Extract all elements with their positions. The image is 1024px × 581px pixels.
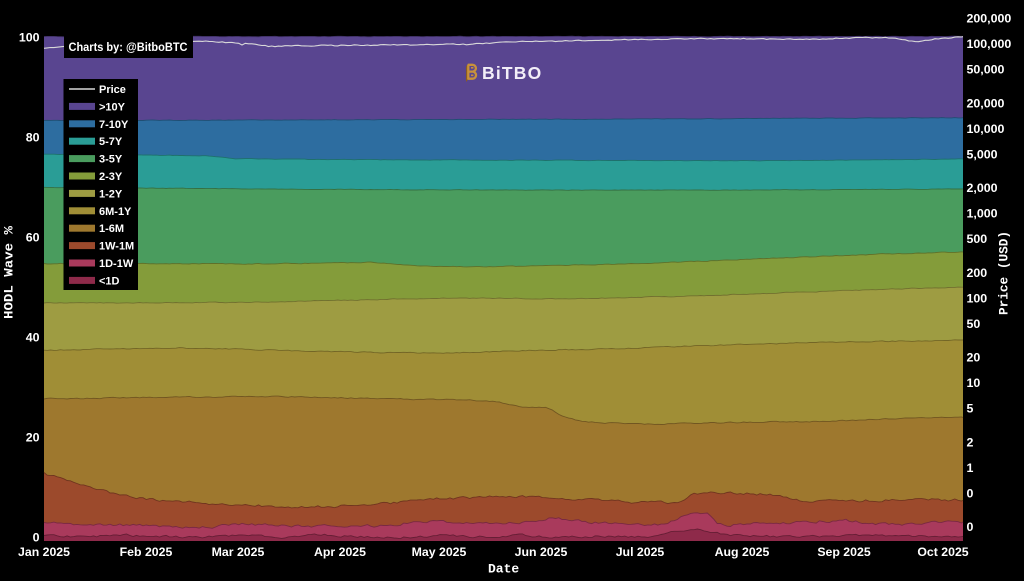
svg-text:10: 10 [967,376,981,390]
svg-text:200: 200 [967,266,988,280]
svg-text:1: 1 [967,461,974,475]
svg-text:Price (USD): Price (USD) [998,231,1012,315]
svg-text:20: 20 [26,430,40,444]
svg-text:0: 0 [33,530,40,544]
svg-text:1-6M: 1-6M [99,223,124,235]
svg-text:May 2025: May 2025 [412,545,467,559]
svg-text:<1D: <1D [99,275,120,287]
svg-text:40: 40 [26,330,40,344]
svg-text:Jun 2025: Jun 2025 [515,545,568,559]
svg-text:Mar 2025: Mar 2025 [212,545,265,559]
svg-text:Apr 2025: Apr 2025 [314,545,366,559]
svg-text:Charts by: @BitboBTC: Charts by: @BitboBTC [69,40,188,54]
svg-text:Jan 2025: Jan 2025 [18,545,70,559]
svg-text:2,000: 2,000 [967,181,998,195]
svg-text:80: 80 [26,130,40,144]
svg-text:>10Y: >10Y [99,101,126,113]
svg-text:Feb 2025: Feb 2025 [120,545,173,559]
svg-text:100,000: 100,000 [967,37,1012,51]
svg-text:20,000: 20,000 [967,96,1005,110]
svg-text:6M-1Y: 6M-1Y [99,206,132,218]
svg-text:50: 50 [967,317,981,331]
svg-text:5: 5 [967,402,974,416]
svg-text:1D-1W: 1D-1W [99,258,134,270]
svg-text:1-2Y: 1-2Y [99,188,123,200]
svg-text:50,000: 50,000 [967,63,1005,77]
svg-text:2-3Y: 2-3Y [99,171,123,183]
svg-text:0: 0 [967,487,974,501]
svg-text:5,000: 5,000 [967,147,998,161]
svg-text:Jul 2025: Jul 2025 [616,545,665,559]
svg-text:500: 500 [967,232,988,246]
svg-text:Price: Price [99,84,126,96]
svg-text:Sep 2025: Sep 2025 [817,545,870,559]
svg-text:Aug 2025: Aug 2025 [715,545,770,559]
svg-text:20: 20 [967,351,981,365]
svg-text:Date: Date [488,562,519,577]
svg-text:BiTBO: BiTBO [482,63,542,83]
svg-text:2: 2 [967,436,974,450]
svg-text:HODL Wave %: HODL Wave % [3,225,17,319]
svg-text:1,000: 1,000 [967,207,998,221]
svg-text:Oct 2025: Oct 2025 [917,545,968,559]
svg-text:5-7Y: 5-7Y [99,136,123,148]
svg-text:0: 0 [967,520,974,534]
svg-text:100: 100 [967,291,988,305]
svg-text:1W-1M: 1W-1M [99,241,134,253]
svg-text:10,000: 10,000 [967,122,1005,136]
svg-text:200,000: 200,000 [967,12,1012,26]
svg-text:7-10Y: 7-10Y [99,119,129,131]
svg-text:100: 100 [19,30,40,44]
svg-text:3-5Y: 3-5Y [99,154,123,166]
svg-text:60: 60 [26,230,40,244]
